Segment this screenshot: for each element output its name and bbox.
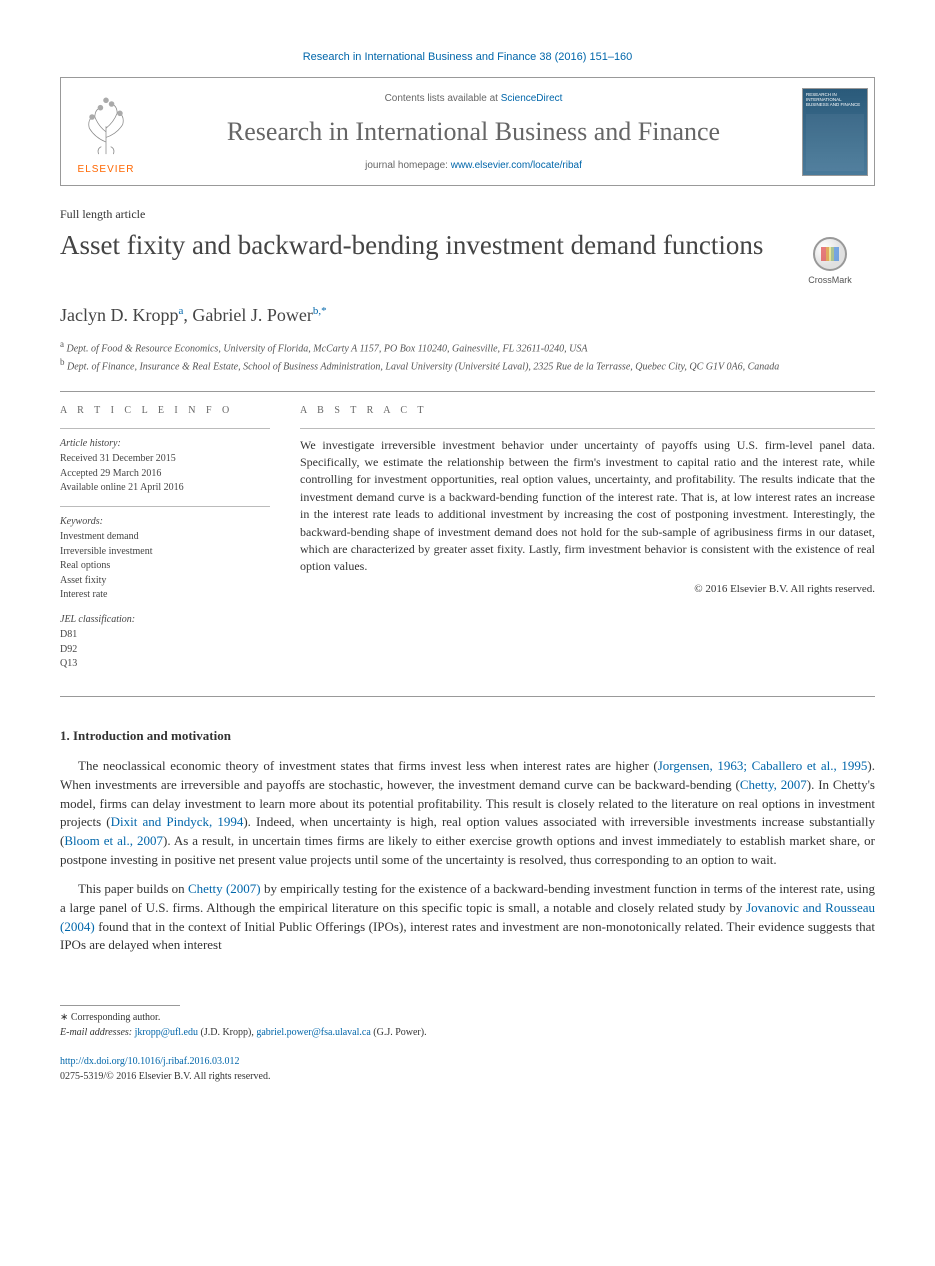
- ref-bloom-2007[interactable]: Bloom et al., 2007: [64, 833, 163, 848]
- paragraph-2: This paper builds on Chetty (2007) by em…: [60, 880, 875, 955]
- corresponding-mark: *: [321, 305, 327, 317]
- p1-e: ). As a result, in uncertain times firms…: [60, 833, 875, 867]
- crossmark-label: CrossMark: [808, 274, 852, 287]
- citation-header: Research in International Business and F…: [60, 50, 875, 65]
- doi-link[interactable]: http://dx.doi.org/10.1016/j.ribaf.2016.0…: [60, 1056, 240, 1067]
- divider-bottom: [60, 696, 875, 697]
- article-info-column: A R T I C L E I N F O Article history: R…: [60, 404, 270, 682]
- journal-header-box: ELSEVIER Contents lists available at Sci…: [60, 77, 875, 186]
- keyword-1: Irreversible investment: [60, 545, 270, 560]
- issn-copyright: 0275-5319/© 2016 Elsevier B.V. All right…: [60, 1071, 270, 1082]
- jel-2: Q13: [60, 657, 270, 672]
- info-abstract-row: A R T I C L E I N F O Article history: R…: [60, 404, 875, 682]
- corr-star: ∗: [60, 1012, 71, 1023]
- contents-available-line: Contents lists available at ScienceDirec…: [159, 92, 788, 106]
- footnote-rule: [60, 1005, 180, 1006]
- jel-0: D81: [60, 628, 270, 643]
- elsevier-tree-icon: [71, 86, 141, 161]
- abstract-copyright: © 2016 Elsevier B.V. All rights reserved…: [300, 582, 875, 597]
- keyword-4: Interest rate: [60, 588, 270, 603]
- corr-label: Corresponding author.: [71, 1012, 160, 1023]
- abstract-heading: A B S T R A C T: [300, 404, 875, 418]
- journal-name: Research in International Business and F…: [159, 116, 788, 147]
- abstract-column: A B S T R A C T We investigate irreversi…: [300, 404, 875, 682]
- cover-body: [806, 114, 864, 171]
- info-hr-2: [60, 506, 270, 507]
- abstract-text: We investigate irreversible investment b…: [300, 437, 875, 576]
- jel-1: D92: [60, 643, 270, 658]
- article-type: Full length article: [60, 206, 875, 223]
- email-footnote: E-mail addresses: jkropp@ufl.edu (J.D. K…: [60, 1025, 875, 1040]
- history-online: Available online 21 April 2016: [60, 481, 270, 496]
- jel-label: JEL classification:: [60, 613, 270, 628]
- sciencedirect-link[interactable]: ScienceDirect: [501, 93, 563, 104]
- divider-top: [60, 391, 875, 392]
- article-info-heading: A R T I C L E I N F O: [60, 404, 270, 418]
- affiliations: a Dept. of Food & Resource Economics, Un…: [60, 338, 875, 375]
- p2-a: This paper builds on: [78, 881, 188, 896]
- history-received: Received 31 December 2015: [60, 452, 270, 467]
- jel-block: JEL classification: D81 D92 Q13: [60, 613, 270, 672]
- crossmark-badge[interactable]: CrossMark: [785, 229, 875, 287]
- contents-prefix: Contents lists available at: [385, 93, 501, 104]
- author-2-aff: b,: [313, 305, 321, 317]
- info-hr-1: [60, 428, 270, 429]
- email-1[interactable]: jkropp@ufl.edu: [135, 1027, 198, 1038]
- cover-image: RESEARCH IN INTERNATIONAL BUSINESS AND F…: [802, 88, 868, 176]
- ref-jorgensen-caballero[interactable]: Jorgensen, 1963; Caballero et al., 1995: [658, 758, 868, 773]
- title-row: Asset fixity and backward-bending invest…: [60, 229, 875, 287]
- header-center: Contents lists available at ScienceDirec…: [151, 78, 796, 185]
- paragraph-1: The neoclassical economic theory of inve…: [60, 757, 875, 870]
- ref-dixit-pindyck[interactable]: Dixit and Pindyck, 1994: [111, 814, 244, 829]
- affiliation-b: b Dept. of Finance, Insurance & Real Est…: [60, 356, 875, 374]
- affiliation-b-text: Dept. of Finance, Insurance & Real Estat…: [67, 362, 779, 373]
- affiliation-a-text: Dept. of Food & Resource Economics, Univ…: [67, 343, 588, 354]
- keywords-block: Keywords: Investment demand Irreversible…: [60, 515, 270, 603]
- cover-title-text: RESEARCH IN INTERNATIONAL BUSINESS AND F…: [806, 93, 864, 108]
- p1-a: The neoclassical economic theory of inve…: [78, 758, 658, 773]
- abstract-hr: [300, 428, 875, 429]
- author-2: Gabriel J. Power: [192, 305, 312, 325]
- journal-homepage-line: journal homepage: www.elsevier.com/locat…: [159, 159, 788, 173]
- corresponding-footnote: ∗ Corresponding author.: [60, 1010, 875, 1025]
- article-history-block: Article history: Received 31 December 20…: [60, 437, 270, 496]
- authors-line: Jaclyn D. Kroppa, Gabriel J. Powerb,*: [60, 303, 875, 328]
- doi-block: http://dx.doi.org/10.1016/j.ribaf.2016.0…: [60, 1054, 875, 1084]
- article-title: Asset fixity and backward-bending invest…: [60, 229, 785, 263]
- email-2-name: (G.J. Power).: [371, 1027, 427, 1038]
- section-1-heading: 1. Introduction and motivation: [60, 727, 875, 745]
- elsevier-wordmark: ELSEVIER: [78, 163, 135, 177]
- footer-area: ∗ Corresponding author. E-mail addresses…: [60, 1005, 875, 1084]
- elsevier-logo: ELSEVIER: [61, 78, 151, 185]
- email-label: E-mail addresses:: [60, 1027, 132, 1038]
- homepage-prefix: journal homepage:: [365, 160, 451, 171]
- keyword-0: Investment demand: [60, 530, 270, 545]
- email-1-name: (J.D. Kropp),: [198, 1027, 256, 1038]
- keyword-2: Real options: [60, 559, 270, 574]
- email-2[interactable]: gabriel.power@fsa.ulaval.ca: [256, 1027, 370, 1038]
- crossmark-icon: [813, 237, 847, 271]
- p2-c: found that in the context of Initial Pub…: [60, 919, 875, 953]
- ref-chetty-2007-b[interactable]: Chetty (2007): [188, 881, 261, 896]
- author-1: Jaclyn D. Kropp: [60, 305, 178, 325]
- ref-chetty-2007[interactable]: Chetty, 2007: [740, 777, 807, 792]
- keyword-3: Asset fixity: [60, 574, 270, 589]
- homepage-link[interactable]: www.elsevier.com/locate/ribaf: [451, 160, 582, 171]
- history-label: Article history:: [60, 437, 270, 452]
- journal-cover-thumb: RESEARCH IN INTERNATIONAL BUSINESS AND F…: [796, 78, 874, 185]
- affiliation-a: a Dept. of Food & Resource Economics, Un…: [60, 338, 875, 356]
- keywords-label: Keywords:: [60, 515, 270, 530]
- history-accepted: Accepted 29 March 2016: [60, 467, 270, 482]
